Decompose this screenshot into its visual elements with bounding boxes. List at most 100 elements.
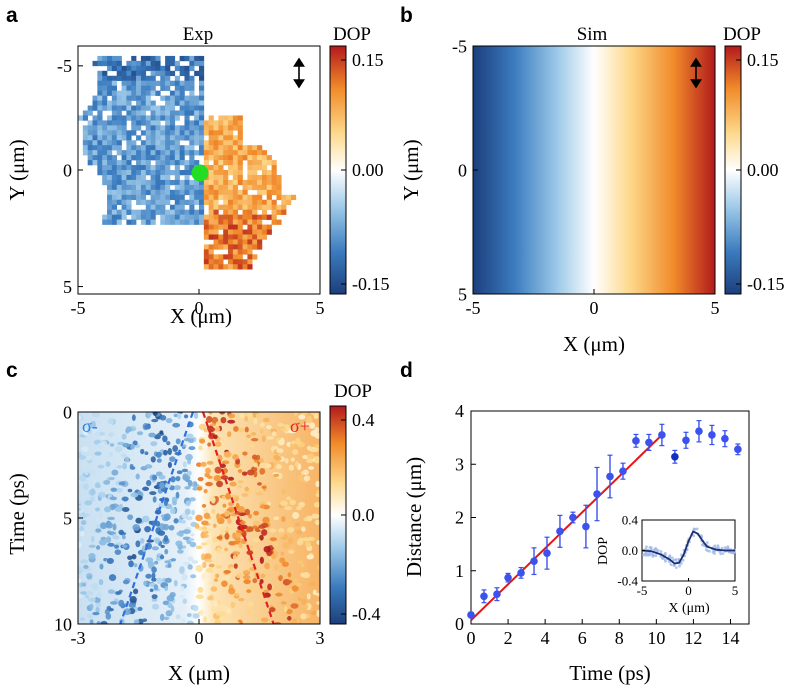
speckle xyxy=(208,412,213,415)
heatmap-pixel xyxy=(237,115,243,121)
heatmap-pixel xyxy=(150,85,156,91)
heatmap-pixel xyxy=(155,160,161,166)
heatmap-pixel xyxy=(189,80,195,86)
heatmap-pixel xyxy=(179,155,185,161)
heatmap-pixel xyxy=(208,244,214,250)
speckle xyxy=(293,412,298,416)
heatmap-pixel xyxy=(237,174,243,181)
heatmap-pixel xyxy=(223,170,229,176)
heatmap-pixel xyxy=(174,145,180,151)
heatmap-pixel xyxy=(165,170,171,176)
inset-point xyxy=(669,563,673,567)
double-arrow-vertical-icon xyxy=(293,57,305,89)
speckle xyxy=(184,486,191,490)
heatmap-pixel xyxy=(116,145,122,151)
heatmap-pixel xyxy=(121,90,127,96)
heatmap-pixel xyxy=(87,150,93,156)
heatmap-pixel xyxy=(111,155,118,161)
heatmap-pixel xyxy=(131,120,137,126)
heatmap-pixel xyxy=(242,194,248,201)
inset-point xyxy=(674,558,677,562)
speckle xyxy=(107,516,115,521)
speckle xyxy=(103,480,111,485)
heatmap-pixel xyxy=(102,179,108,186)
speckle xyxy=(82,582,86,587)
heatmap-pixel xyxy=(126,165,132,171)
speckle xyxy=(242,451,248,456)
heatmap-pixel xyxy=(179,125,185,131)
heatmap-pixel xyxy=(189,90,195,96)
speckle xyxy=(201,503,207,508)
speckle xyxy=(164,577,172,583)
heatmap-pixel xyxy=(213,135,219,141)
heatmap-pixel xyxy=(208,214,214,220)
heatmap-pixel xyxy=(189,100,195,106)
heatmap-pixel xyxy=(228,179,234,186)
heatmap-pixel xyxy=(257,174,263,181)
heatmap-pixel xyxy=(136,70,142,77)
heatmap-pixel xyxy=(107,194,113,201)
speckle xyxy=(202,561,207,569)
speckle xyxy=(189,497,196,502)
heatmap-pixel xyxy=(150,105,156,111)
heatmap-pixel xyxy=(232,155,239,161)
speckle xyxy=(159,554,165,560)
speckle xyxy=(158,474,166,480)
speckle xyxy=(164,560,171,564)
colorbar-tick-label: 0.00 xyxy=(747,160,779,180)
heatmap-pixel xyxy=(140,145,147,151)
speckle xyxy=(260,617,269,623)
heatmap-pixel xyxy=(247,244,253,250)
heatmap-pixel xyxy=(97,150,103,156)
heatmap-pixel xyxy=(252,219,258,225)
heatmap-pixel xyxy=(155,155,161,161)
speckle xyxy=(306,593,311,600)
heatmap-pixel xyxy=(228,165,234,171)
inset-point xyxy=(712,549,716,553)
x-tick-label: 10 xyxy=(647,628,665,648)
heatmap-pixel xyxy=(136,145,142,151)
heatmap-pixel xyxy=(97,135,103,141)
heatmap-pixel xyxy=(140,90,147,96)
speckle xyxy=(107,418,115,425)
data-point xyxy=(593,466,601,522)
speckle xyxy=(210,586,218,592)
speckle xyxy=(214,441,222,447)
inset-x-tick-label: 5 xyxy=(732,583,739,598)
inset-point xyxy=(681,558,685,562)
speckle xyxy=(156,553,162,557)
speckle xyxy=(259,422,265,427)
speckle xyxy=(156,577,163,585)
heatmap-pixel xyxy=(169,105,176,111)
x-tick-label: 8 xyxy=(615,628,624,648)
heatmap-pixel xyxy=(174,110,180,116)
speckle xyxy=(164,548,169,555)
heatmap-pixel xyxy=(218,120,224,126)
heatmap-pixel xyxy=(232,249,239,255)
heatmap-pixel xyxy=(257,165,263,171)
heatmap-pixel xyxy=(155,170,161,176)
heatmap-pixel xyxy=(160,105,166,111)
heatmap-pixel xyxy=(266,174,272,181)
heatmap-pixel xyxy=(116,219,122,225)
heatmap-pixel xyxy=(189,85,195,91)
speckle xyxy=(250,438,259,442)
heatmap-pixel xyxy=(203,264,209,270)
inset-point xyxy=(726,545,730,549)
heatmap-pixel xyxy=(203,120,209,126)
speckle xyxy=(132,523,141,531)
heatmap-pixel xyxy=(87,135,93,141)
heatmap-pixel xyxy=(150,80,156,86)
inset-x-tick-label: 0 xyxy=(685,583,692,598)
heatmap-pixel xyxy=(116,209,122,215)
heatmap-pixel xyxy=(247,199,253,206)
speckle xyxy=(128,560,134,568)
heatmap-pixel xyxy=(203,199,209,206)
heatmap-pixel xyxy=(165,194,171,201)
heatmap-pixel xyxy=(174,95,180,101)
heatmap-pixel xyxy=(165,75,171,82)
speckle xyxy=(159,414,167,421)
inset-point xyxy=(648,553,652,557)
speckle xyxy=(142,618,148,623)
